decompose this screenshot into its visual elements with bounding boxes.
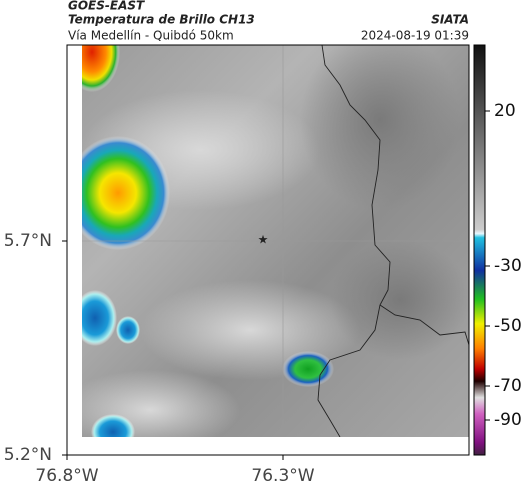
source: GOES-EAST [68,0,145,13]
boundary [317,45,469,437]
x-tick-label: 76.3°W [251,466,314,486]
y-tick-label: 5.7°N [4,231,52,251]
subtitle: Vía Medellín - Quibdó 50km [68,29,234,43]
colorbar-tick-label: -70 [494,376,522,396]
colorbar-tick-label: -30 [494,256,522,276]
title: Temperatura de Brillo CH13 [68,13,255,27]
satellite-image: ★ [82,45,469,437]
map-frame [66,44,470,456]
colorbar-ticks: 20 -30 -50 -70 -90 [485,101,522,430]
axes: 5.7°N 5.2°N76.8°W 76.3°W [4,231,315,486]
organization: SIATA [431,13,469,27]
colorbar-tick-label: -90 [494,410,522,430]
timestamp: 2024-08-19 01:39 [361,29,469,43]
colorbar-tick-label: 20 [494,101,516,121]
y-tick-label: 5.2°N [4,445,52,465]
x-tick-label: 76.8°W [35,466,98,486]
colorbar-tick-label: -50 [494,316,522,336]
colorbar [473,44,486,456]
location-marker: ★ [258,233,269,247]
